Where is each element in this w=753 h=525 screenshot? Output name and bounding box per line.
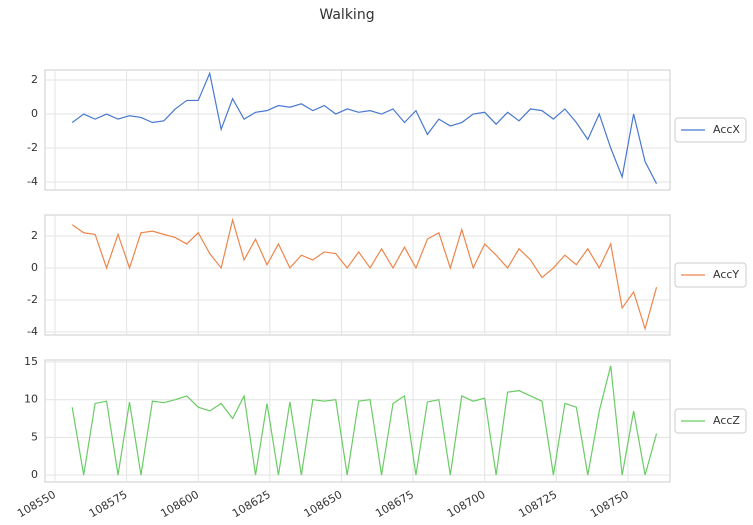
legend-box <box>674 408 747 434</box>
legend-box <box>674 262 747 288</box>
y-tick-label: 0 <box>31 261 38 274</box>
figure-title: Walking <box>319 7 374 23</box>
y-tick-label: 0 <box>31 468 38 481</box>
y-tick-label: -2 <box>27 141 38 154</box>
y-tick-label: 2 <box>31 73 38 86</box>
y-tick-label: 15 <box>24 355 38 368</box>
data-line <box>71 365 658 476</box>
y-tick-label: -2 <box>27 293 38 306</box>
data-line <box>71 217 658 331</box>
legend-label: AccY <box>713 268 739 281</box>
y-tick-label: -4 <box>27 325 38 338</box>
panel-frame <box>44 69 671 191</box>
y-tick-label: 0 <box>31 107 38 120</box>
y-tick-label: 2 <box>31 229 38 242</box>
legend-box <box>674 117 747 143</box>
panel-frame <box>44 214 671 336</box>
y-tick-label: 10 <box>24 393 38 406</box>
data-line <box>71 71 658 184</box>
y-tick-label: 5 <box>31 430 38 443</box>
legend-label: AccZ <box>713 414 740 427</box>
legend-label: AccX <box>713 123 740 136</box>
y-tick-label: -4 <box>27 175 38 188</box>
